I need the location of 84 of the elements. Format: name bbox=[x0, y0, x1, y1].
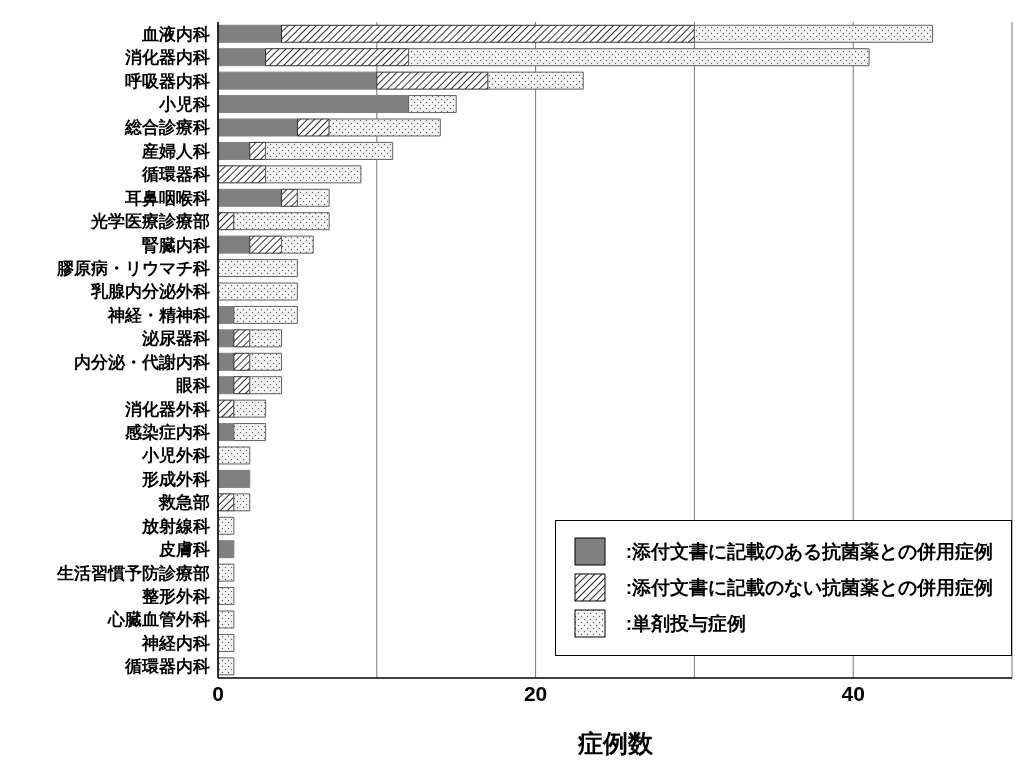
y-tick-label: 神経内科 bbox=[141, 633, 210, 653]
bar bbox=[218, 188, 283, 207]
y-tick-label: 血液内科 bbox=[141, 24, 210, 44]
y-tick-label: 循環器内科 bbox=[124, 657, 210, 677]
y-tick-label: 心臓血管外科 bbox=[107, 610, 210, 630]
legend-label: :添付文書に記載のない抗菌薬との併用症例 bbox=[625, 576, 993, 600]
bar bbox=[233, 329, 251, 348]
bar bbox=[218, 71, 378, 90]
legend-label: :単剤投与症例 bbox=[625, 612, 746, 636]
x-tick-label: 20 bbox=[523, 681, 548, 705]
y-tick-label: 膠原病・リウマチ科 bbox=[56, 259, 210, 279]
y-tick-label: 小児外科 bbox=[141, 446, 210, 466]
y-tick-label: 小児科 bbox=[158, 95, 210, 115]
bar bbox=[281, 188, 298, 207]
y-tick-label: 光学医療診療部 bbox=[90, 212, 210, 232]
x-tick-label: 0 bbox=[212, 681, 224, 705]
y-tick-label: 感染症内科 bbox=[124, 423, 210, 443]
y-tick-label: 産婦人科 bbox=[141, 141, 210, 161]
bar bbox=[249, 352, 283, 371]
y-tick-label: 消化器内科 bbox=[124, 48, 210, 68]
bar bbox=[249, 376, 283, 395]
legend-label: :添付文書に記載のある抗菌薬との併用症例 bbox=[625, 540, 993, 564]
y-tick-label: 消化器外科 bbox=[124, 399, 210, 419]
bar bbox=[408, 48, 870, 67]
y-tick-label: 眼科 bbox=[176, 376, 210, 396]
y-tick-label: 内分泌・代謝内科 bbox=[74, 352, 210, 372]
bar bbox=[218, 282, 298, 301]
x-axis-title: 症例数 bbox=[576, 729, 654, 757]
bar bbox=[233, 423, 267, 442]
bar bbox=[218, 399, 235, 418]
bar bbox=[249, 141, 267, 160]
bar bbox=[218, 633, 235, 652]
bar bbox=[218, 540, 235, 559]
bar bbox=[233, 399, 267, 418]
bar bbox=[218, 516, 235, 535]
bar bbox=[296, 118, 330, 137]
bar bbox=[218, 329, 235, 348]
bar bbox=[281, 24, 695, 43]
y-tick-label: 生活習慣予防診療部 bbox=[56, 563, 210, 583]
bar bbox=[218, 48, 267, 67]
bar bbox=[265, 141, 394, 160]
bar bbox=[233, 352, 251, 371]
bar bbox=[233, 376, 251, 395]
y-tick-label: 放射線科 bbox=[141, 516, 210, 536]
bar bbox=[218, 657, 235, 676]
bar bbox=[265, 165, 362, 184]
bar bbox=[218, 493, 235, 512]
bar bbox=[233, 305, 298, 324]
bar bbox=[265, 48, 410, 67]
bar bbox=[218, 118, 298, 137]
y-tick-label: 耳鼻咽喉科 bbox=[124, 188, 210, 208]
bar bbox=[281, 235, 314, 254]
y-tick-label: 泌尿器科 bbox=[141, 329, 210, 349]
bar bbox=[296, 188, 330, 207]
bar bbox=[218, 446, 251, 465]
bar bbox=[218, 165, 267, 184]
bar bbox=[487, 71, 584, 90]
y-tick-label: 総合診療科 bbox=[124, 118, 210, 138]
bar bbox=[218, 610, 235, 629]
y-tick-label: 循環器科 bbox=[141, 165, 210, 185]
y-tick-label: 腎臓内科 bbox=[142, 235, 210, 255]
bar bbox=[408, 95, 457, 114]
y-tick-label: 呼吸器内科 bbox=[125, 71, 210, 91]
y-tick-label: 整形外科 bbox=[141, 587, 210, 607]
bar bbox=[218, 563, 235, 582]
y-tick-label: 乳腺内分泌外科 bbox=[90, 282, 210, 302]
bar bbox=[233, 493, 251, 512]
bar bbox=[249, 329, 283, 348]
bar bbox=[233, 212, 330, 231]
bar bbox=[328, 118, 441, 137]
bar bbox=[218, 235, 251, 254]
y-tick-label: 神経・精神科 bbox=[107, 305, 210, 325]
bar bbox=[376, 71, 489, 90]
bar bbox=[218, 259, 298, 278]
bar bbox=[693, 24, 934, 43]
bar bbox=[218, 141, 251, 160]
bar bbox=[218, 587, 235, 606]
x-tick-label: 40 bbox=[841, 681, 865, 705]
bar bbox=[218, 24, 283, 43]
bar bbox=[218, 469, 251, 488]
y-tick-label: 形成外科 bbox=[141, 469, 210, 489]
y-tick-label: 救急部 bbox=[158, 493, 210, 513]
bar bbox=[249, 235, 283, 254]
y-tick-label: 皮膚科 bbox=[158, 540, 210, 560]
